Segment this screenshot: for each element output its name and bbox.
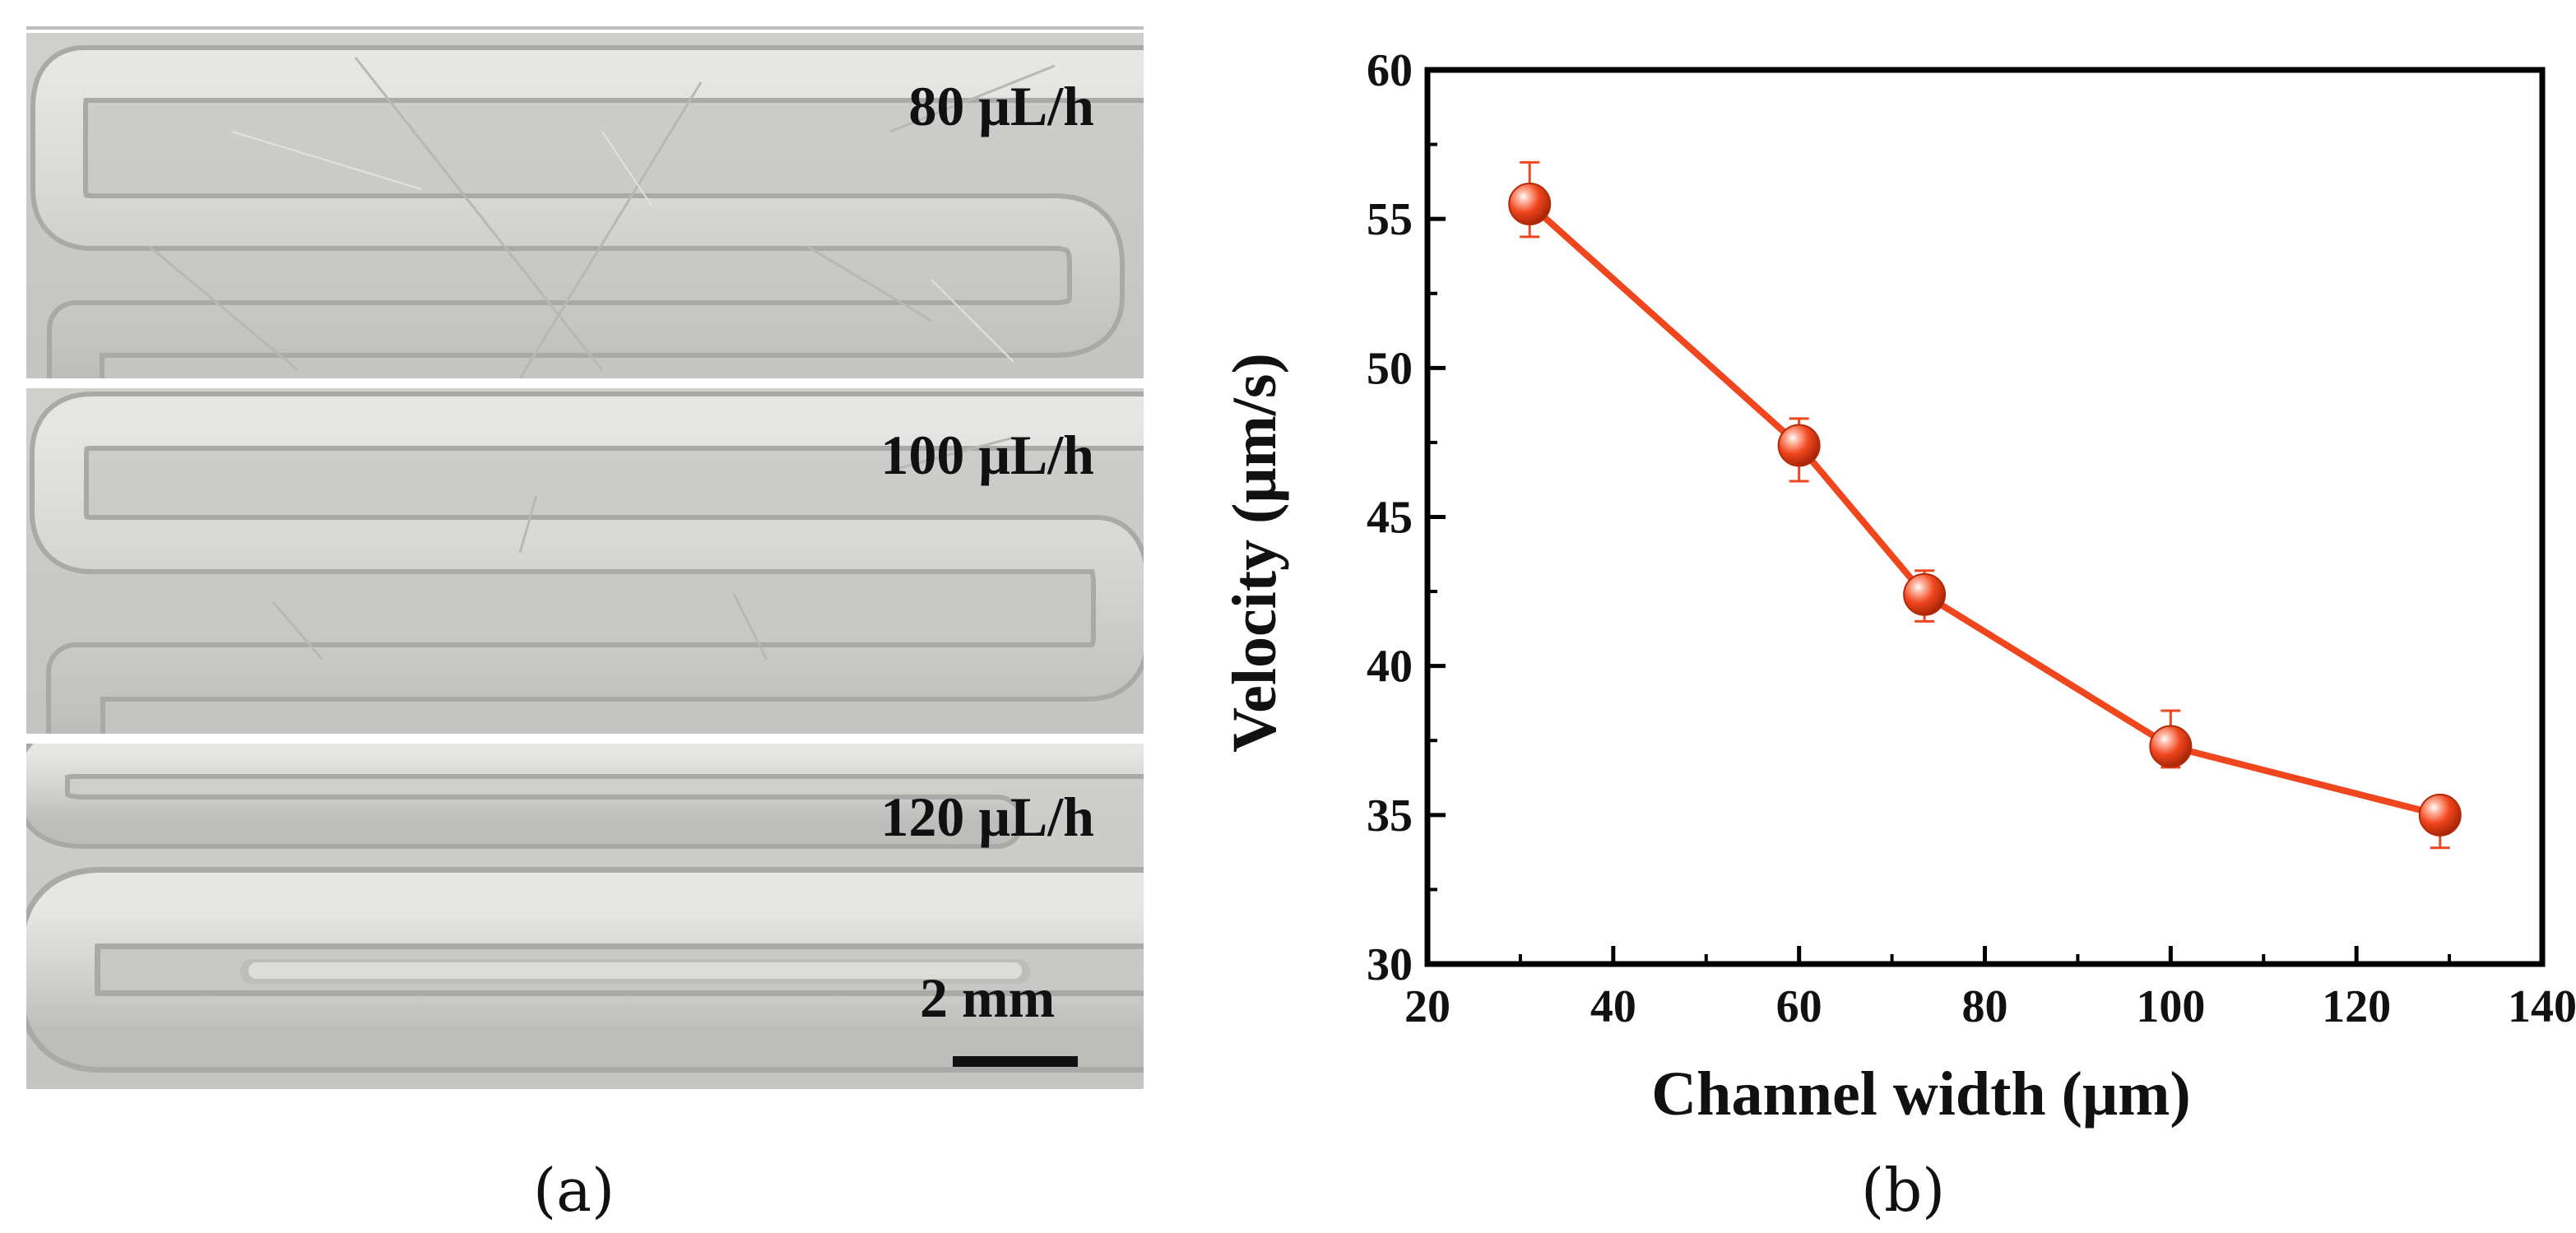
x-tick-label: 20 (1404, 981, 1450, 1032)
x-tick-label: 100 (2136, 981, 2205, 1032)
x-tick-label: 80 (1962, 981, 2008, 1032)
micrograph-120: 120 μL/h 2 mm (26, 744, 1144, 1089)
micrograph-80: 80 μL/h (26, 33, 1144, 378)
y-tick-label: 40 (1367, 642, 1413, 693)
y-tick-label: 30 (1367, 939, 1413, 990)
y-tick-label: 50 (1367, 343, 1413, 394)
panel-b-tag: (b) (1861, 1156, 1946, 1225)
data-point (2418, 793, 2462, 837)
y-tick-label: 60 (1367, 45, 1413, 96)
velocity-chart: 20 40 60 80 100 120 140 30 35 40 45 50 55 60 Channel … (1220, 45, 2576, 1129)
y-tick-label: 55 (1367, 194, 1413, 245)
y-axis-title: Velocity (μm/s) (1220, 353, 1289, 753)
data-point (1777, 424, 1821, 467)
y-tick-label: 35 (1367, 790, 1413, 841)
micrograph-100: 100 μL/h (26, 388, 1144, 734)
x-tick-label: 120 (2322, 981, 2391, 1032)
scale-bar-label: 2 mm (920, 966, 1056, 1029)
top-divider (26, 26, 1144, 30)
series-line (1527, 202, 2441, 818)
data-point (1508, 183, 1552, 226)
plot-frame (1424, 67, 2546, 967)
x-tick-label: 40 (1590, 981, 1636, 1032)
flow-rate-label-100: 100 μL/h (880, 424, 1094, 486)
x-axis-title: Channel width (μm) (1651, 1059, 2190, 1129)
x-tick-label: 60 (1776, 981, 1822, 1032)
panel-a-tag: (a) (533, 1156, 615, 1225)
flow-rate-label-80: 80 μL/h (908, 75, 1094, 137)
x-tick-label: 140 (2508, 981, 2576, 1032)
data-point (1903, 572, 1947, 616)
flow-rate-label-120: 120 μL/h (880, 786, 1094, 848)
data-point (2149, 725, 2193, 768)
scale-bar (953, 1056, 1078, 1067)
y-tick-label: 45 (1367, 493, 1413, 544)
